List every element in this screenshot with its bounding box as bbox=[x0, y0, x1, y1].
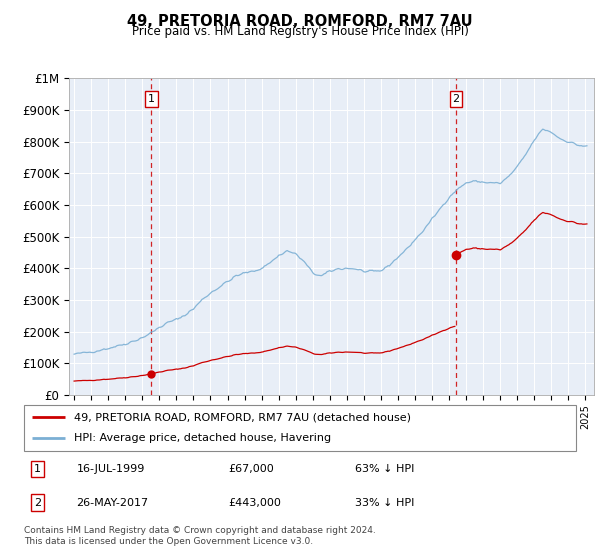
Text: HPI: Average price, detached house, Havering: HPI: Average price, detached house, Have… bbox=[74, 433, 331, 444]
Text: £67,000: £67,000 bbox=[228, 464, 274, 474]
Text: 1: 1 bbox=[34, 464, 41, 474]
Text: 33% ↓ HPI: 33% ↓ HPI bbox=[355, 498, 415, 507]
FancyBboxPatch shape bbox=[24, 405, 576, 451]
Text: Price paid vs. HM Land Registry's House Price Index (HPI): Price paid vs. HM Land Registry's House … bbox=[131, 25, 469, 38]
Text: 49, PRETORIA ROAD, ROMFORD, RM7 7AU (detached house): 49, PRETORIA ROAD, ROMFORD, RM7 7AU (det… bbox=[74, 412, 410, 422]
Text: 2: 2 bbox=[34, 498, 41, 507]
Text: 1: 1 bbox=[148, 94, 155, 104]
Text: 26-MAY-2017: 26-MAY-2017 bbox=[76, 498, 149, 507]
Text: £443,000: £443,000 bbox=[228, 498, 281, 507]
Text: 2: 2 bbox=[452, 94, 460, 104]
Text: 16-JUL-1999: 16-JUL-1999 bbox=[76, 464, 145, 474]
Text: Contains HM Land Registry data © Crown copyright and database right 2024.
This d: Contains HM Land Registry data © Crown c… bbox=[24, 526, 376, 546]
Text: 49, PRETORIA ROAD, ROMFORD, RM7 7AU: 49, PRETORIA ROAD, ROMFORD, RM7 7AU bbox=[127, 14, 473, 29]
Text: 63% ↓ HPI: 63% ↓ HPI bbox=[355, 464, 415, 474]
